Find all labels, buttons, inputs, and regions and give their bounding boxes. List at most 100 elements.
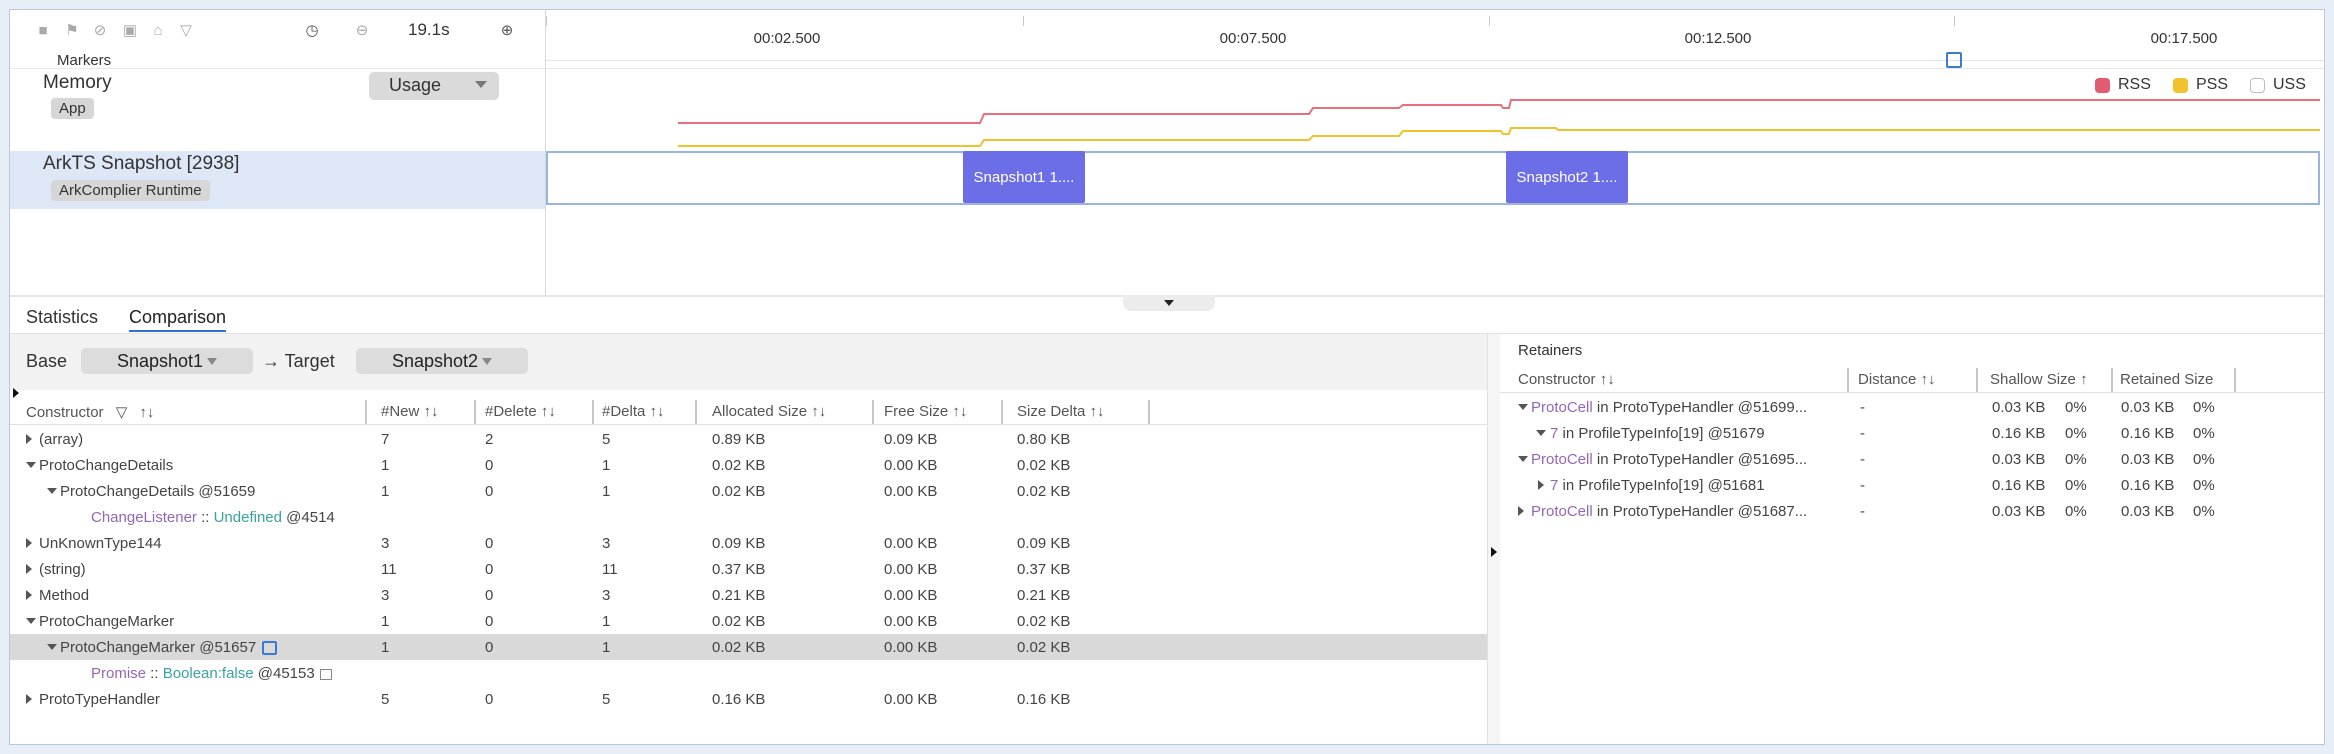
zoom-in-icon[interactable]: ⊕	[500, 22, 514, 39]
collapse-icon[interactable]	[47, 644, 57, 650]
ark-snapshot-lane[interactable]	[546, 151, 2320, 205]
column-divider[interactable]	[872, 400, 874, 424]
expand-icon[interactable]	[26, 590, 32, 600]
column-divider[interactable]	[365, 400, 367, 424]
collapse-icon[interactable]	[26, 618, 36, 624]
row-size-delta: 0.16 KB	[1017, 691, 1071, 708]
row-delta: 1	[602, 613, 611, 630]
retainer-row[interactable]: ProtoCell in ProtoTypeHandler @51699... …	[1500, 394, 2324, 420]
table-row[interactable]: Promise :: Boolean:false @45153	[10, 660, 1487, 686]
profiler-window: ■ ⚑ ⊘ ▣ ⌂ ▽ ◷ ⊖ 19.1s ⊕ Markers 00:02.50…	[9, 9, 2325, 745]
retainer-retained: 0.03 KB	[2121, 399, 2175, 416]
row-delete: 0	[485, 483, 494, 500]
marker-flag-icon[interactable]	[1946, 52, 1962, 68]
table-row[interactable]: ProtoChangeMarker 1 0 1 0.02 KB 0.00 KB …	[10, 608, 1487, 634]
retainer-row[interactable]: ProtoCell in ProtoTypeHandler @51687... …	[1500, 498, 2324, 524]
base-snapshot-select[interactable]: Snapshot1	[81, 348, 253, 374]
table-row[interactable]: ProtoTypeHandler 5 0 5 0.16 KB 0.00 KB 0…	[10, 686, 1487, 712]
col-shallow-size[interactable]: Shallow Size ↑	[1990, 371, 2088, 388]
snapshot-1-block[interactable]: Snapshot1 1....	[963, 151, 1085, 203]
panel-collapse-handle[interactable]	[1123, 295, 1215, 311]
pss-line	[678, 127, 2320, 147]
flag-icon[interactable]: ⚑	[65, 22, 79, 39]
time-ruler[interactable]: 00:02.500 00:07.500 00:12.500 00:17.500	[546, 10, 2324, 61]
table-row[interactable]: (array) 7 2 5 0.89 KB 0.09 KB 0.80 KB	[10, 426, 1487, 452]
retainer-distance: -	[1860, 503, 1865, 520]
col-constructor[interactable]: Constructor ↑↓	[1518, 371, 1615, 388]
column-divider[interactable]	[1001, 400, 1003, 424]
expand-icon[interactable]	[26, 434, 32, 444]
table-row[interactable]: UnKnownType144 3 0 3 0.09 KB 0.00 KB 0.0…	[10, 530, 1487, 556]
column-divider[interactable]	[1847, 368, 1849, 392]
retainer-row[interactable]: 7 in ProfileTypeInfo[19] @51679 - 0.16 K…	[1500, 420, 2324, 446]
sort-icon: ↑↓	[1599, 371, 1615, 388]
collapse-icon[interactable]	[1518, 404, 1528, 410]
expand-icon[interactable]	[26, 538, 32, 548]
table-row[interactable]: ProtoChangeDetails 1 0 1 0.02 KB 0.00 KB…	[10, 452, 1487, 478]
document-icon[interactable]	[319, 668, 332, 680]
col-constructor[interactable]: Constructor ▽ ↑↓	[26, 404, 155, 421]
table-row[interactable]: ProtoChangeDetails @51659 1 0 1 0.02 KB …	[10, 478, 1487, 504]
column-divider[interactable]	[474, 400, 476, 424]
tab-statistics[interactable]: Statistics	[26, 307, 99, 327]
tab-comparison[interactable]: Comparison	[129, 307, 227, 332]
expand-right-icon[interactable]	[1491, 547, 1497, 557]
square-icon[interactable]: ■	[38, 21, 48, 39]
collapse-icon[interactable]	[1536, 430, 1546, 436]
collapse-icon[interactable]	[1518, 456, 1528, 462]
col-delta[interactable]: #Delta ↑↓	[602, 403, 665, 420]
filter-icon[interactable]: ▽	[180, 22, 192, 39]
column-divider[interactable]	[695, 400, 697, 424]
retainer-row[interactable]: 7 in ProfileTypeInfo[19] @51681 - 0.16 K…	[1500, 472, 2324, 498]
col-retained-size[interactable]: Retained Size	[2120, 371, 2214, 388]
expand-icon[interactable]	[26, 564, 32, 574]
column-divider[interactable]	[2234, 368, 2236, 392]
col-free[interactable]: Free Size ↑↓	[884, 403, 968, 420]
legend-uss[interactable]: USS	[2250, 76, 2306, 94]
row-delta: 11	[602, 561, 618, 578]
collapse-down-icon	[1164, 300, 1174, 306]
col-allocated[interactable]: Allocated Size ↑↓	[712, 403, 827, 420]
legend-pss[interactable]: PSS	[2173, 76, 2228, 94]
camera-icon[interactable]: ▣	[122, 22, 138, 39]
table-row[interactable]: (string) 11 0 11 0.37 KB 0.00 KB 0.37 KB	[10, 556, 1487, 582]
column-divider[interactable]	[1976, 368, 1978, 392]
collapse-icon[interactable]	[26, 462, 36, 468]
collapse-icon[interactable]	[47, 488, 57, 494]
row-free: 0.00 KB	[884, 587, 938, 604]
column-divider[interactable]	[2111, 368, 2113, 392]
home-icon[interactable]: ⌂	[153, 21, 163, 39]
block-icon[interactable]: ⊘	[93, 22, 107, 39]
ruler-tick	[1954, 16, 1955, 26]
table-row[interactable]: Method 3 0 3 0.21 KB 0.00 KB 0.21 KB	[10, 582, 1487, 608]
table-row-selected[interactable]: ProtoChangeMarker @51657 1 0 1 0.02 KB 0…	[10, 634, 1487, 660]
legend-rss[interactable]: RSS	[2095, 76, 2151, 94]
jump-to-icon[interactable]	[262, 641, 278, 656]
memory-usage-dropdown[interactable]: Usage	[369, 72, 499, 100]
pane-splitter[interactable]	[1487, 334, 1501, 744]
col-delete[interactable]: #Delete ↑↓	[485, 403, 556, 420]
uss-swatch	[2250, 77, 2265, 93]
col-distance[interactable]: Distance ↑↓	[1858, 371, 1936, 388]
retainer-shallow: 0.03 KB	[1992, 451, 2046, 468]
chevron-down-icon	[475, 81, 487, 88]
col-new[interactable]: #New ↑↓	[381, 403, 439, 420]
sort-icon: ↑↓	[1920, 371, 1936, 388]
target-snapshot-select[interactable]: Snapshot2	[356, 348, 528, 374]
retainer-owner: in ProtoTypeHandler @51699...	[1592, 399, 1808, 416]
expand-icon[interactable]	[1538, 480, 1544, 490]
column-divider[interactable]	[592, 400, 594, 424]
sort-icon: ↑↓	[139, 404, 155, 421]
expand-side-icon[interactable]	[13, 388, 19, 398]
zoom-out-icon[interactable]: ⊖	[355, 22, 369, 39]
expand-icon[interactable]	[26, 694, 32, 704]
row-delete: 0	[485, 691, 494, 708]
column-divider[interactable]	[1148, 400, 1150, 424]
snapshot-2-block[interactable]: Snapshot2 1....	[1506, 151, 1628, 203]
timer-icon[interactable]: ◷	[305, 22, 319, 39]
col-size-delta[interactable]: Size Delta ↑↓	[1017, 403, 1105, 420]
expand-icon[interactable]	[1518, 506, 1524, 516]
row-alloc: 0.02 KB	[712, 613, 766, 630]
table-row[interactable]: ChangeListener :: Undefined @4514	[10, 504, 1487, 530]
retainer-row[interactable]: ProtoCell in ProtoTypeHandler @51695... …	[1500, 446, 2324, 472]
